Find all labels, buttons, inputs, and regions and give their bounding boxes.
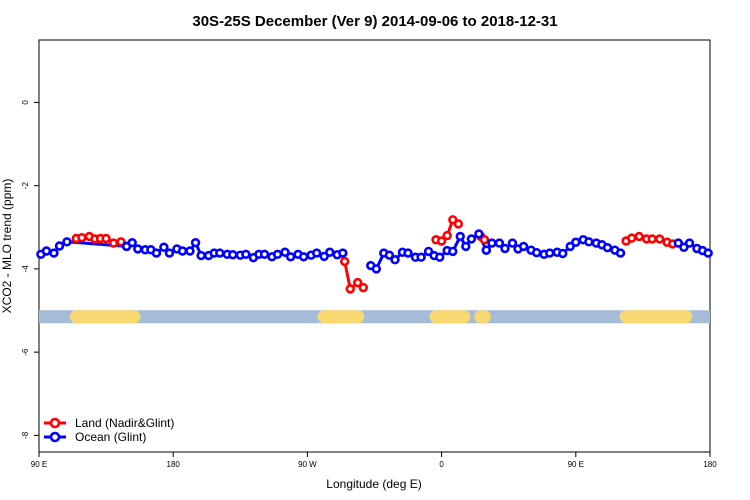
- ocean-point: [177, 246, 188, 256]
- plot-area-frame: [38, 39, 711, 453]
- ocean-point: [371, 264, 382, 274]
- land-legend-label: Land (Nadir&Glint): [75, 416, 174, 430]
- ocean-point: [280, 247, 290, 257]
- ocean-point: [448, 246, 458, 257]
- ocean-point: [455, 231, 465, 242]
- x-tick-label: 90 E: [568, 460, 584, 469]
- land-point: [453, 219, 464, 229]
- ocean-point: [571, 237, 581, 247]
- ocean-point: [185, 246, 195, 256]
- land-point: [654, 234, 665, 244]
- x-tick-label: 0: [439, 460, 444, 469]
- y-tick-label: -8: [21, 431, 30, 439]
- ocean-point: [545, 248, 555, 258]
- ocean-point: [461, 241, 471, 252]
- land-point: [479, 235, 490, 245]
- ocean-legend-marker: [49, 431, 61, 443]
- x-axis-label: Longitude (deg E): [326, 477, 421, 491]
- y-tick-label: -2: [21, 182, 30, 190]
- land-point: [647, 234, 657, 244]
- ocean-point: [487, 238, 497, 248]
- ocean-point: [285, 252, 296, 262]
- ocean-point: [684, 238, 695, 248]
- ocean-point: [481, 245, 492, 255]
- ocean-point: [133, 244, 143, 254]
- ocean-point: [338, 248, 348, 258]
- ocean-point: [558, 248, 568, 259]
- y-axis-label: XCO2 - MLO trend (ppm): [0, 179, 14, 314]
- ocean-point: [500, 243, 510, 254]
- ocean-point: [384, 250, 395, 260]
- plot-layer: [36, 215, 713, 324]
- land-point: [358, 282, 369, 293]
- ocean-point: [312, 248, 322, 258]
- ocean-point: [474, 229, 484, 239]
- ocean-point: [494, 238, 505, 248]
- legend: Land (Nadir&Glint)Ocean (Glint): [44, 416, 174, 444]
- land-point: [634, 231, 644, 242]
- ocean-point: [435, 252, 445, 262]
- ocean-point: [507, 238, 518, 248]
- ocean-point: [466, 234, 477, 244]
- ocean-point: [41, 246, 52, 256]
- chart-title: 30S-25S December (Ver 9) 2014-09-06 to 2…: [192, 13, 557, 30]
- ocean-point: [615, 248, 626, 258]
- ocean-point: [272, 249, 283, 260]
- ocean-point: [390, 255, 400, 265]
- ocean-point: [228, 250, 238, 260]
- land-point: [339, 256, 350, 267]
- land-point: [116, 237, 126, 247]
- y-tick-label: 0: [21, 100, 30, 105]
- land-point: [108, 238, 119, 248]
- ocean-legend-label: Ocean (Glint): [75, 430, 146, 444]
- ocean-point: [49, 248, 59, 258]
- ocean-point: [703, 248, 713, 258]
- ocean-point: [259, 249, 270, 260]
- ocean-point: [584, 237, 594, 247]
- y-tick-label: -6: [21, 348, 30, 356]
- ocean-point: [54, 241, 65, 251]
- x-tick-label: 90 E: [31, 460, 47, 469]
- ocean-point: [62, 237, 72, 247]
- ocean-point: [403, 248, 413, 258]
- ocean-point: [241, 249, 251, 260]
- ocean-point: [518, 241, 529, 252]
- ocean-point: [196, 250, 206, 261]
- land-point: [442, 230, 452, 241]
- x-tick-label: 90 W: [298, 460, 317, 469]
- ocean-point: [190, 237, 201, 248]
- land-point: [627, 233, 637, 243]
- ocean-point: [215, 248, 225, 258]
- land-point: [353, 277, 363, 288]
- land-legend-marker: [49, 417, 61, 429]
- ocean-point: [164, 248, 175, 258]
- x-tick-label: 180: [167, 460, 181, 469]
- y-tick-label: -4: [21, 265, 30, 273]
- ocean-point: [325, 247, 335, 257]
- ocean-point: [127, 237, 137, 248]
- axes-layer: 90 E 180 90 W 0 90 E 180 0 -2 -4 -6 -8: [21, 100, 717, 469]
- ocean-point: [159, 242, 169, 252]
- ocean-point: [602, 242, 613, 253]
- ocean-point: [531, 247, 542, 258]
- ocean-point: [416, 252, 426, 262]
- land-point: [345, 284, 355, 294]
- ocean-point: [298, 252, 309, 262]
- ocean-point: [151, 248, 162, 258]
- land-point: [77, 232, 87, 243]
- land-point: [101, 233, 111, 244]
- land-point: [436, 236, 447, 246]
- x-tick-label: 180: [703, 460, 717, 469]
